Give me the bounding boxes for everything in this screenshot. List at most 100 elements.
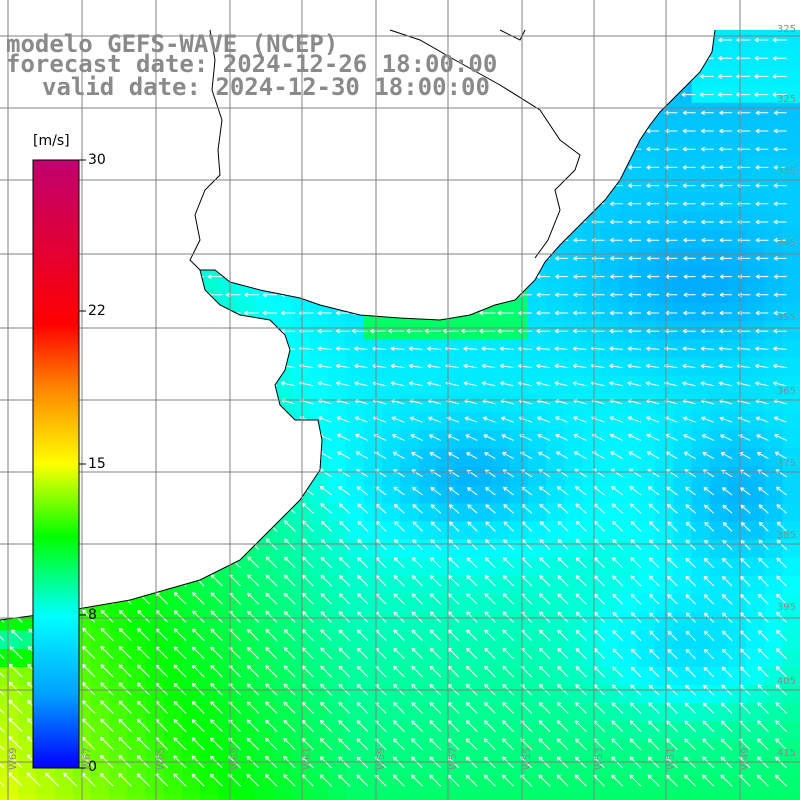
speed-cell — [691, 102, 711, 122]
speed-cell — [254, 339, 274, 359]
wind-arrow — [758, 504, 769, 514]
speed-cell — [509, 503, 529, 522]
speed-cell — [109, 758, 128, 777]
speed-cell — [236, 739, 256, 759]
speed-cell — [546, 102, 565, 122]
wind-arrow — [81, 484, 96, 496]
speed-cell — [127, 430, 147, 450]
wind-arrow — [461, 201, 478, 207]
wind-arrow — [685, 557, 696, 569]
speed-cell — [18, 739, 37, 759]
wind-arrow — [575, 503, 587, 514]
speed-cell — [327, 557, 347, 577]
wind-arrow — [702, 774, 715, 787]
speed-cell — [218, 630, 238, 650]
speed-cell — [600, 248, 620, 268]
speed-cell — [491, 557, 511, 577]
wind-arrow — [280, 310, 296, 316]
speed-cell — [436, 284, 456, 304]
wind-arrow — [754, 363, 769, 369]
wind-arrow — [0, 128, 4, 134]
wind-arrow — [647, 774, 660, 787]
speed-cell — [91, 703, 110, 723]
wind-arrow — [97, 346, 114, 351]
speed-cell — [218, 776, 238, 795]
speed-cell — [218, 485, 238, 504]
speed-cell — [655, 157, 674, 177]
wind-arrow — [98, 146, 114, 152]
wind-arrow — [502, 557, 514, 569]
wind-arrow — [61, 110, 77, 116]
wind-arrow — [189, 146, 205, 152]
speed-cell — [382, 412, 401, 431]
wind-arrow — [411, 452, 423, 460]
speed-cell — [364, 284, 383, 304]
speed-cell — [309, 521, 329, 541]
wind-arrow — [424, 328, 441, 334]
speed-cell — [709, 412, 729, 431]
speed-cell — [673, 230, 693, 249]
speed-cell — [145, 357, 165, 377]
wind-arrow — [173, 555, 187, 569]
wind-arrow — [281, 146, 296, 152]
speed-cell — [746, 612, 765, 632]
speed-cell — [91, 121, 110, 140]
speed-cell — [254, 175, 274, 195]
wind-arrow — [555, 165, 569, 170]
wind-arrow — [611, 720, 624, 732]
speed-cell — [709, 776, 729, 795]
wind-arrow — [554, 292, 569, 298]
speed-cell — [764, 703, 784, 723]
wind-arrow — [338, 593, 351, 605]
wind-arrow — [556, 702, 569, 714]
wind-arrow — [754, 74, 769, 79]
wind-arrow — [466, 629, 478, 641]
speed-cell — [436, 248, 456, 268]
wind-arrow — [539, 557, 551, 569]
speed-cell — [582, 139, 602, 158]
wind-arrow — [466, 487, 478, 496]
wind-arrow — [466, 647, 478, 660]
wind-arrow — [700, 165, 714, 170]
wind-arrow — [572, 363, 587, 369]
speed-cell — [127, 721, 147, 741]
speed-cell — [364, 721, 383, 741]
speed-cell — [309, 739, 329, 759]
wind-arrow — [630, 539, 642, 550]
speed-cell — [182, 521, 201, 541]
speed-cell — [691, 248, 711, 268]
wind-arrow — [265, 647, 278, 660]
speed-cell — [455, 594, 474, 613]
wind-arrow — [610, 74, 623, 79]
speed-cell — [418, 448, 438, 468]
wind-arrow — [609, 433, 624, 441]
wind-arrow — [263, 165, 277, 170]
speed-cell — [345, 594, 365, 613]
wind-arrow — [555, 128, 569, 134]
wind-arrow — [357, 503, 369, 514]
speed-cell — [618, 776, 638, 795]
wind-arrow — [133, 346, 150, 351]
wind-arrow — [351, 328, 369, 334]
wind-arrow — [519, 74, 532, 79]
speed-cell — [618, 667, 638, 686]
wind-arrow — [244, 433, 260, 441]
speed-cell — [182, 230, 201, 249]
wind-arrow — [134, 237, 150, 243]
wind-arrow — [773, 292, 787, 298]
speed-cell — [182, 539, 201, 559]
wind-arrow — [667, 575, 678, 587]
wind-arrow — [388, 328, 405, 334]
speed-cell — [582, 739, 602, 759]
speed-cell — [691, 776, 711, 795]
wind-arrow — [773, 110, 787, 116]
speed-cell — [218, 539, 238, 559]
wind-arrow — [209, 485, 223, 496]
wind-arrow — [755, 201, 769, 207]
wind-arrow — [0, 572, 5, 587]
wind-arrow — [338, 720, 351, 732]
wind-arrow — [519, 110, 532, 116]
speed-cell — [182, 266, 201, 286]
wind-arrow — [411, 593, 423, 605]
speed-cell — [327, 357, 347, 377]
